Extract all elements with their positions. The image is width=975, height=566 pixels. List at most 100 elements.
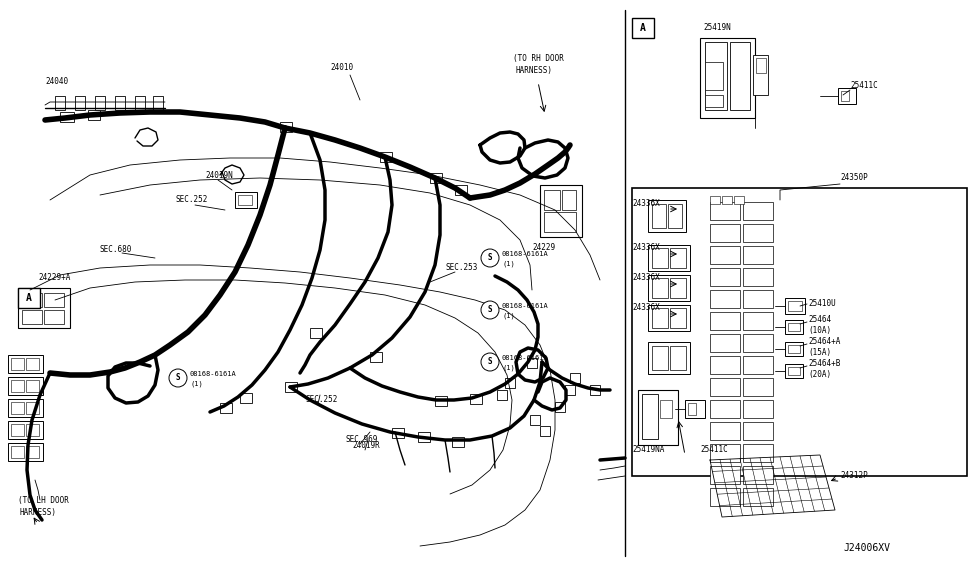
Bar: [705, 42, 727, 110]
Bar: [497, 390, 507, 400]
Bar: [26, 402, 39, 414]
Text: (10A): (10A): [808, 325, 831, 335]
Bar: [75, 96, 85, 110]
Bar: [710, 334, 740, 352]
Bar: [590, 385, 600, 395]
Bar: [670, 346, 686, 370]
Bar: [710, 356, 740, 374]
Text: 24010: 24010: [330, 63, 353, 72]
Text: S: S: [488, 306, 492, 315]
Bar: [638, 390, 678, 445]
Bar: [652, 308, 668, 328]
Bar: [11, 402, 24, 414]
Text: 08168-6161A: 08168-6161A: [502, 355, 549, 361]
Bar: [642, 394, 658, 439]
Bar: [18, 288, 40, 308]
Text: 25464+A: 25464+A: [808, 337, 840, 346]
Bar: [670, 278, 686, 298]
Text: SEC.969: SEC.969: [345, 435, 377, 444]
Bar: [153, 96, 163, 110]
Bar: [540, 426, 550, 436]
Bar: [380, 152, 392, 162]
Bar: [788, 323, 800, 331]
Bar: [530, 415, 540, 425]
Text: HARNESS): HARNESS): [515, 66, 552, 75]
Bar: [310, 328, 322, 338]
Bar: [8, 377, 43, 395]
Text: (TO RH DOOR: (TO RH DOOR: [513, 54, 564, 62]
Text: 25419N: 25419N: [703, 24, 730, 32]
Bar: [11, 380, 24, 392]
Bar: [22, 310, 42, 324]
Bar: [544, 190, 560, 210]
Text: 24019R: 24019R: [352, 440, 379, 449]
Bar: [22, 293, 42, 307]
Bar: [544, 212, 576, 232]
Bar: [743, 422, 773, 440]
Bar: [710, 246, 740, 264]
Text: 25410U: 25410U: [808, 299, 836, 308]
Bar: [710, 488, 740, 506]
Bar: [565, 385, 575, 395]
Bar: [841, 91, 849, 101]
Text: 24350P: 24350P: [840, 174, 868, 182]
Text: (TO LH DOOR: (TO LH DOOR: [18, 495, 69, 504]
Bar: [652, 278, 668, 298]
Text: A: A: [640, 23, 645, 33]
Text: 24336X: 24336X: [632, 303, 660, 312]
Text: 25464: 25464: [808, 315, 831, 324]
Bar: [743, 334, 773, 352]
Bar: [648, 245, 690, 271]
Text: (1): (1): [190, 381, 203, 387]
Bar: [11, 446, 24, 458]
Text: 25411C: 25411C: [850, 82, 878, 91]
Text: (1): (1): [502, 261, 515, 267]
Bar: [238, 195, 252, 205]
Text: J24006XV: J24006XV: [843, 543, 890, 553]
Bar: [743, 268, 773, 286]
Text: (15A): (15A): [808, 348, 831, 357]
Bar: [570, 373, 580, 383]
Bar: [452, 437, 464, 447]
Text: 24336X: 24336X: [632, 273, 660, 282]
Bar: [743, 356, 773, 374]
Text: S: S: [488, 254, 492, 263]
Bar: [44, 310, 64, 324]
Bar: [785, 298, 805, 314]
Bar: [710, 290, 740, 308]
Bar: [743, 246, 773, 264]
Bar: [370, 352, 382, 362]
Bar: [435, 396, 447, 406]
Bar: [88, 110, 100, 120]
Bar: [562, 190, 576, 210]
Bar: [540, 185, 582, 237]
Bar: [710, 466, 740, 484]
Bar: [418, 432, 430, 442]
Bar: [527, 358, 537, 368]
Text: 24336X: 24336X: [632, 243, 660, 252]
Bar: [743, 312, 773, 330]
Bar: [743, 444, 773, 462]
Text: 25419NA: 25419NA: [632, 445, 664, 454]
Bar: [11, 358, 24, 370]
Bar: [115, 96, 125, 110]
Bar: [11, 424, 24, 436]
Bar: [55, 96, 65, 110]
Text: SEC.680: SEC.680: [100, 246, 133, 255]
Bar: [730, 42, 750, 110]
Bar: [743, 488, 773, 506]
Bar: [26, 424, 39, 436]
Bar: [743, 400, 773, 418]
Bar: [743, 290, 773, 308]
Circle shape: [169, 369, 187, 387]
Bar: [710, 268, 740, 286]
Text: SEC.252: SEC.252: [175, 195, 208, 204]
Circle shape: [481, 353, 499, 371]
Bar: [734, 196, 744, 204]
Bar: [710, 224, 740, 242]
Text: (20A): (20A): [808, 370, 831, 379]
Bar: [685, 400, 705, 418]
Bar: [280, 122, 292, 132]
Text: 24336X: 24336X: [632, 199, 660, 208]
Bar: [8, 443, 43, 461]
